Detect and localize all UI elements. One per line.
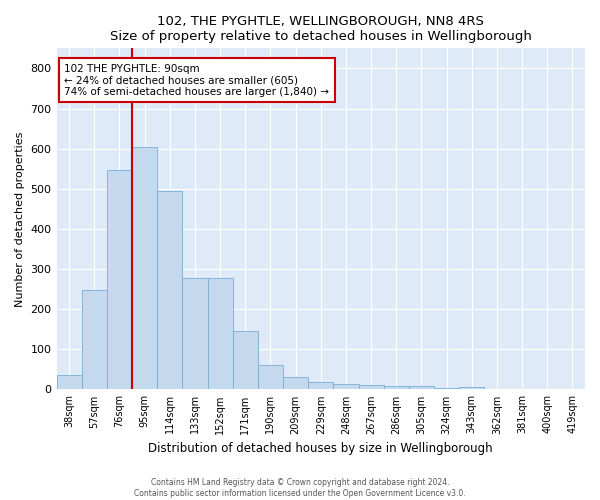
Bar — [233, 331, 258, 390]
Bar — [383, 386, 409, 390]
Bar — [283, 378, 308, 390]
Bar — [409, 386, 434, 390]
Bar — [208, 278, 233, 390]
Bar — [459, 388, 484, 390]
Text: Contains HM Land Registry data © Crown copyright and database right 2024.
Contai: Contains HM Land Registry data © Crown c… — [134, 478, 466, 498]
Bar — [132, 146, 157, 390]
Bar — [359, 386, 383, 390]
Bar — [82, 290, 107, 390]
Bar — [334, 384, 359, 390]
Bar — [157, 191, 182, 390]
Bar — [509, 388, 535, 390]
Bar — [308, 382, 334, 390]
X-axis label: Distribution of detached houses by size in Wellingborough: Distribution of detached houses by size … — [148, 442, 493, 455]
Bar — [560, 388, 585, 390]
Title: 102, THE PYGHTLE, WELLINGBOROUGH, NN8 4RS
Size of property relative to detached : 102, THE PYGHTLE, WELLINGBOROUGH, NN8 4R… — [110, 15, 532, 43]
Bar — [484, 388, 509, 390]
Y-axis label: Number of detached properties: Number of detached properties — [15, 131, 25, 306]
Bar — [182, 278, 208, 390]
Text: 102 THE PYGHTLE: 90sqm
← 24% of detached houses are smaller (605)
74% of semi-de: 102 THE PYGHTLE: 90sqm ← 24% of detached… — [64, 64, 329, 97]
Bar — [56, 376, 82, 390]
Bar — [258, 366, 283, 390]
Bar — [107, 170, 132, 390]
Bar — [434, 388, 459, 390]
